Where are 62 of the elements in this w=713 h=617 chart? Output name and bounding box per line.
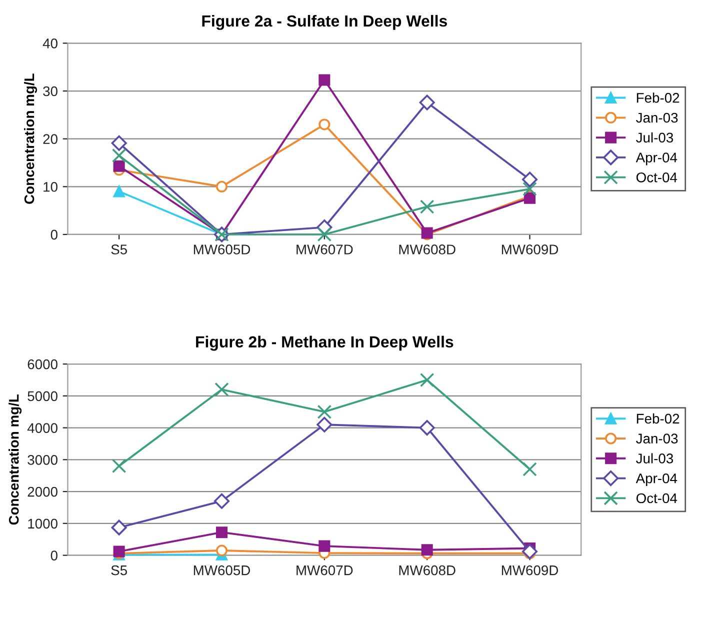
y-axis-title: Concentration mg/L: [24, 74, 38, 204]
x-tick-label: MW605D: [194, 244, 250, 254]
point: [419, 420, 435, 436]
x-tick-label: S5: [111, 565, 127, 576]
point: [111, 520, 127, 536]
x-tick-label: MW609D: [502, 565, 558, 576]
legend-label: Jan-03: [636, 434, 678, 444]
point: [216, 180, 228, 192]
x-tick-label: MW609D: [502, 244, 558, 254]
y-tick-label: 2000: [28, 486, 58, 497]
point: [318, 118, 330, 130]
point: [316, 416, 332, 432]
legend-label: Jan-03: [636, 112, 678, 123]
point: [420, 200, 434, 214]
legend-label: Feb-02: [636, 92, 680, 103]
point: [318, 74, 330, 86]
y-tick-label: 4000: [27, 423, 58, 433]
point: [317, 227, 332, 242]
legend-label: Jul-03: [636, 132, 674, 143]
point: [419, 94, 435, 110]
point: [421, 544, 433, 556]
point: [112, 458, 126, 474]
y-tick-label: 0: [50, 550, 58, 560]
x-tick-label: MW608D: [399, 565, 456, 576]
chart-title: Figure 2a - Sulfate In Deep Wells: [202, 14, 447, 30]
y-tick-label: 20: [43, 134, 58, 144]
point: [522, 182, 537, 196]
point: [317, 404, 332, 419]
x-tick-label: MW608D: [399, 244, 456, 254]
point: [112, 148, 126, 163]
y-tick-label: 10: [44, 182, 58, 192]
y-tick-label: 30: [43, 86, 58, 96]
point: [111, 135, 127, 151]
x-tick-label: MW605D: [194, 565, 250, 576]
point: [522, 462, 537, 476]
legend-label: Apr-04: [636, 473, 678, 486]
legend-label: Oct-04: [636, 493, 678, 504]
y-tick-label: 3000: [28, 455, 58, 465]
y-tick-label: 6000: [28, 359, 58, 370]
legend-label: Feb-02: [636, 413, 680, 424]
x-tick-label: MW607D: [296, 565, 353, 576]
x-tick-label: MW607D: [296, 244, 353, 254]
y-tick-label: 5000: [28, 391, 58, 402]
legend-label: Jul-03: [636, 453, 674, 464]
point: [420, 372, 434, 388]
point: [113, 160, 125, 172]
chart-title: Figure 2b - Methane In Deep Wells: [196, 336, 454, 351]
x-tick-label: S5: [111, 244, 127, 254]
y-tick-label: 0: [50, 230, 58, 240]
point: [214, 493, 230, 509]
legend-label: Oct-04: [636, 172, 678, 182]
y-tick-label: 1000: [28, 518, 58, 529]
point: [113, 186, 125, 198]
point: [522, 172, 538, 188]
y-axis-title: Concentration mg/L: [8, 394, 22, 525]
point: [318, 540, 330, 552]
y-tick-label: 40: [42, 38, 58, 48]
point: [522, 544, 538, 560]
point: [216, 526, 228, 538]
point: [216, 544, 228, 556]
point: [214, 382, 229, 397]
legend-label: Apr-04: [636, 152, 678, 166]
